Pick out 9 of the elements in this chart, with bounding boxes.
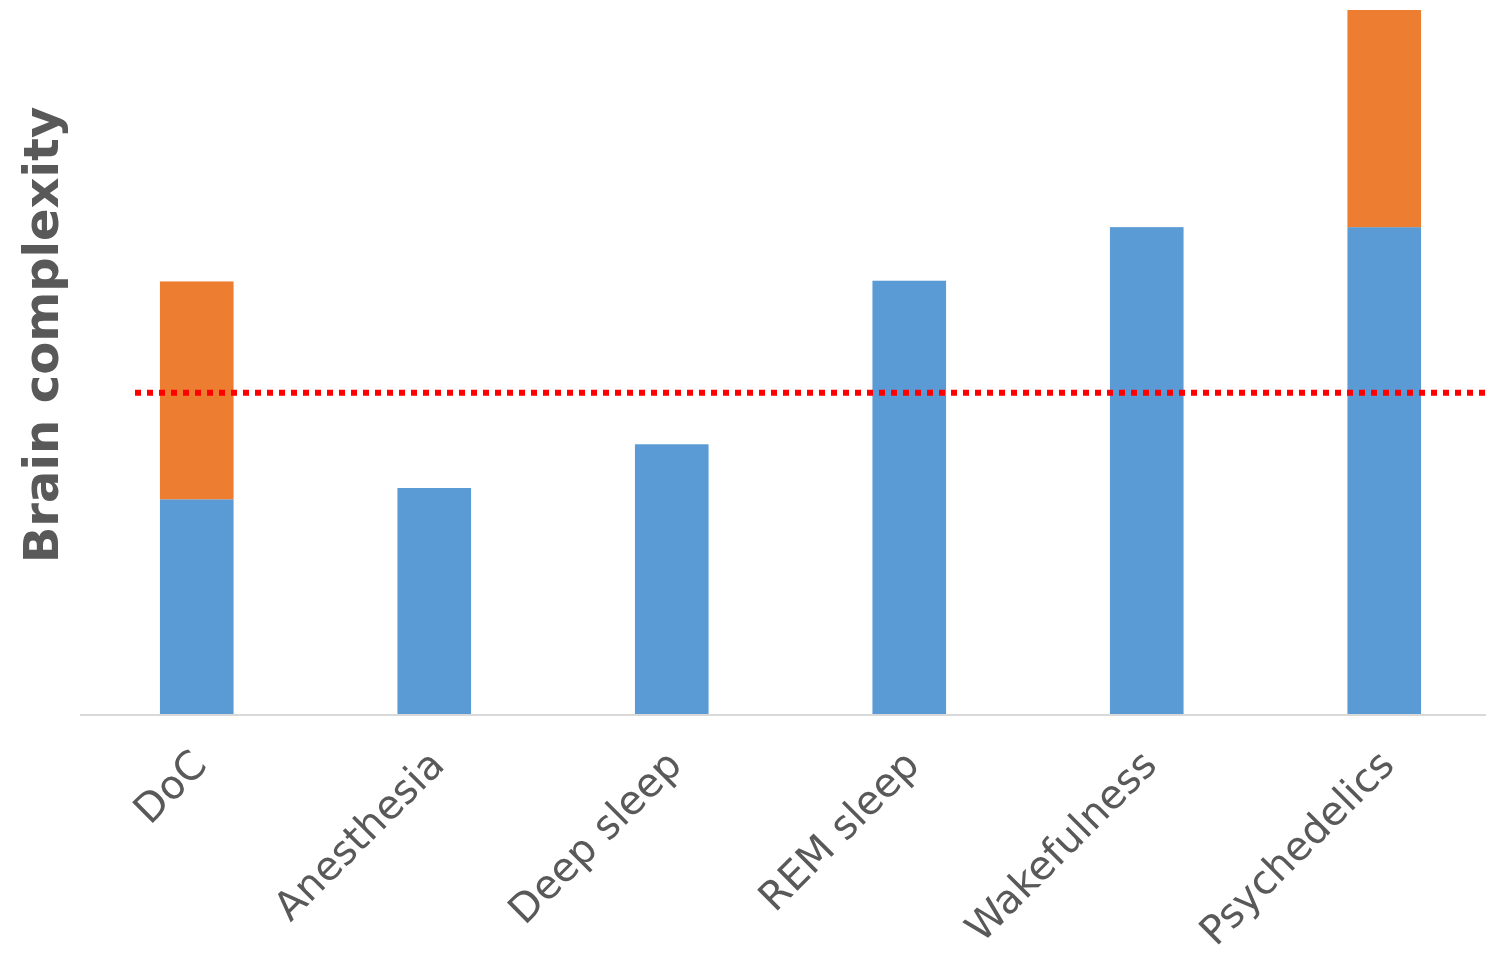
bar [1347, 10, 1422, 228]
bar [397, 487, 472, 715]
bar [872, 280, 947, 715]
bar [634, 444, 709, 715]
bar [1109, 227, 1184, 715]
bar [1347, 227, 1422, 715]
bar [159, 281, 234, 500]
bar [159, 499, 234, 715]
y-axis-title: Brain complexity [13, 106, 69, 564]
